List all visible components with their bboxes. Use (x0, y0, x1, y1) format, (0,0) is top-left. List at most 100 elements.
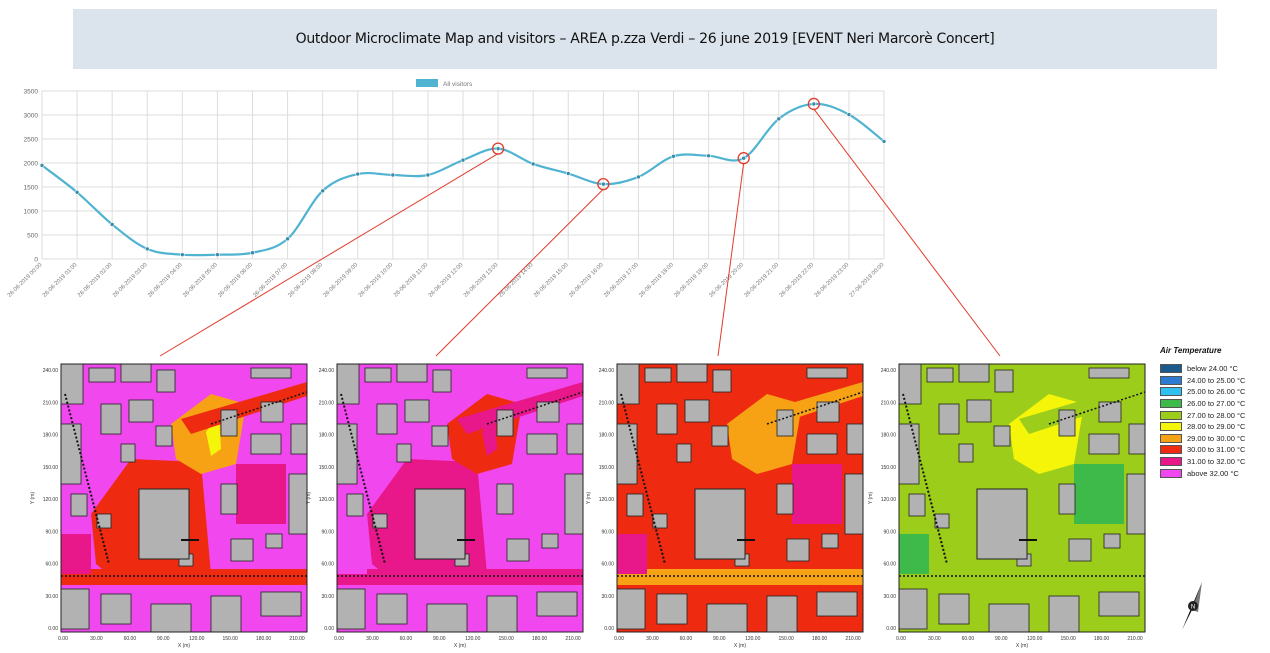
building (786, 538, 810, 562)
x-tick-label: 26-06-2019 09:00 (323, 262, 360, 299)
map-y-tick: 30.00 (321, 594, 334, 600)
building (712, 369, 732, 393)
building (250, 367, 292, 379)
tree-row (620, 393, 666, 565)
map-x-tick: 0.00 (896, 636, 906, 642)
building (676, 443, 692, 463)
building (652, 513, 668, 529)
map-y-tick: 210.00 (599, 400, 615, 406)
building (70, 493, 88, 517)
temp-zone (337, 569, 583, 585)
map-y-tick: 180.00 (881, 433, 897, 439)
building (616, 588, 646, 630)
map-x-label: X (m) (454, 643, 467, 648)
map-plot: 0.00 30.00 60.00 90.00 120.00 150.00 180.00 210… (30, 363, 308, 649)
legend-swatch (416, 79, 438, 87)
x-tick-label: 26-06-2019 06:00 (217, 262, 254, 299)
legend-swatch (1160, 399, 1182, 409)
map-plot: 0.00 30.00 60.00 90.00 120.00 150.00 180.00 210… (868, 363, 1146, 649)
building (938, 403, 960, 435)
legend-item: 27.00 to 28.00 °C (1160, 409, 1270, 421)
building (156, 369, 176, 393)
data-point (215, 252, 220, 257)
temp-zone (737, 382, 863, 434)
legend-item: 26.00 to 27.00 °C (1160, 398, 1270, 410)
tree-row (766, 391, 864, 425)
map-y-tick: 210.00 (881, 400, 897, 406)
legend-item-label: 27.00 to 28.00 °C (1187, 410, 1246, 420)
x-tick-label: 26-06-2019 21:00 (744, 262, 781, 299)
building (60, 423, 82, 485)
legend-item-label: 28.00 to 29.00 °C (1187, 422, 1246, 432)
map-y-tick: 240.00 (599, 368, 615, 374)
building (265, 533, 283, 549)
building (60, 363, 84, 405)
map-plot: 0.00 30.00 60.00 90.00 120.00 150.00 180.00 210… (586, 363, 864, 649)
data-point (320, 188, 325, 194)
x-tick-label: 26-06-2019 11:00 (393, 262, 429, 298)
tree-row (64, 393, 110, 565)
building (376, 593, 408, 625)
building (496, 483, 514, 515)
map-frame (898, 363, 1146, 633)
building (364, 367, 392, 383)
building (898, 363, 922, 405)
map-y-tick: 180.00 (319, 433, 335, 439)
map-y-tick: 0.00 (48, 626, 58, 632)
data-point (530, 161, 536, 167)
x-tick-label: 26-06-2019 19:00 (673, 262, 710, 299)
legend-swatch (1160, 422, 1182, 432)
north-arrow-icon: N (1182, 582, 1202, 630)
data-point (425, 172, 431, 178)
map-x-tick: 60.00 (124, 636, 137, 642)
building (806, 367, 848, 379)
temp-zone (236, 464, 286, 524)
x-tick-label: 26-06-2019 22:00 (779, 262, 816, 299)
building (150, 603, 192, 633)
map-x-tick: 150.00 (1060, 636, 1076, 642)
building (816, 591, 858, 617)
legend-item: 24.00 to 25.00 °C (1160, 375, 1270, 387)
legend-swatch (1160, 387, 1182, 397)
x-tick-label: 26-06-2019 03:00 (112, 262, 149, 299)
building (816, 401, 840, 423)
map-y-tick: 180.00 (43, 433, 59, 439)
building (1058, 483, 1076, 515)
map-y-tick: 120.00 (319, 497, 335, 503)
legend-label: All visitors (443, 81, 473, 88)
building (431, 425, 449, 447)
building (396, 443, 412, 463)
building (1126, 473, 1146, 535)
map-y-tick: 60.00 (45, 562, 58, 568)
building (898, 423, 920, 485)
x-tick-label: 26-06-2019 00:00 (7, 262, 44, 299)
map-y-tick: 210.00 (43, 400, 59, 406)
legend-item: 29.00 to 30.00 °C (1160, 433, 1270, 445)
map-y-tick: 120.00 (881, 497, 897, 503)
building (526, 367, 568, 379)
legend-item-label: 25.00 to 26.00 °C (1187, 387, 1246, 397)
data-point (671, 153, 676, 159)
x-tick-label: 26-06-2019 15:00 (533, 262, 570, 299)
microclimate-map-2200: 0.00 30.00 60.00 90.00 120.00 150.00 180.00 210… (862, 358, 1150, 649)
building (676, 363, 708, 383)
building (336, 588, 366, 630)
legend-item-label: 31.00 to 32.00 °C (1187, 457, 1246, 467)
y-tick-label: 500 (27, 233, 38, 240)
building (1088, 367, 1130, 379)
building (616, 363, 640, 405)
map-y-tick: 0.00 (324, 626, 334, 632)
data-point (460, 157, 466, 163)
x-tick-label: 27-06-2019 00:00 (849, 262, 886, 299)
building (100, 593, 132, 625)
map-y-tick: 30.00 (883, 594, 896, 600)
map-y-tick: 150.00 (599, 465, 615, 471)
map-y-tick: 210.00 (319, 400, 335, 406)
building (336, 423, 358, 485)
building (656, 403, 678, 435)
building (966, 399, 992, 423)
data-point (846, 112, 852, 117)
building (346, 493, 364, 517)
map-y-label: Y (m) (586, 492, 592, 504)
legend-item: above 32.00 °C (1160, 467, 1270, 479)
